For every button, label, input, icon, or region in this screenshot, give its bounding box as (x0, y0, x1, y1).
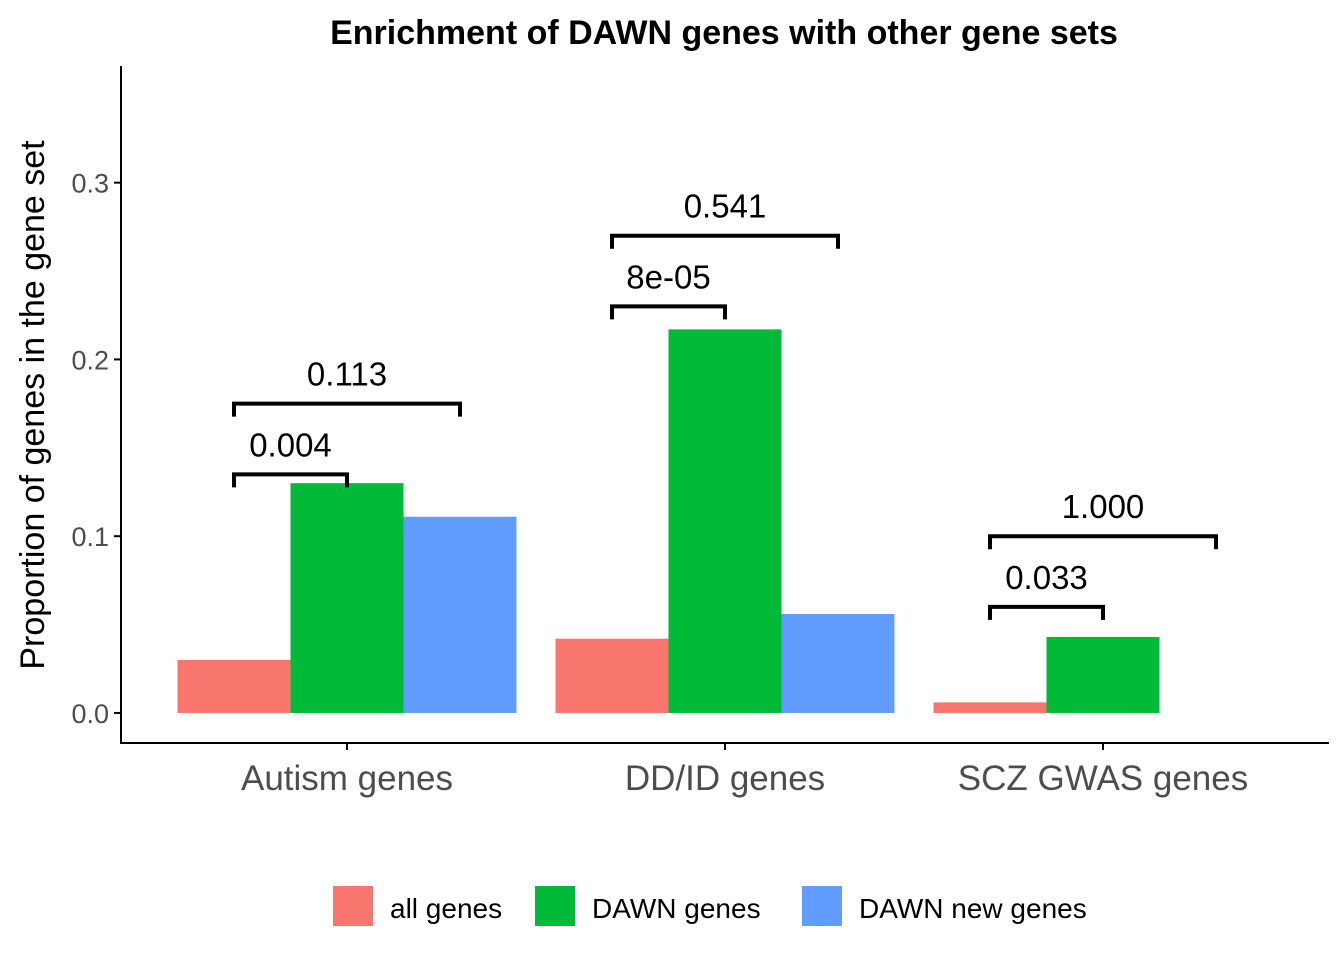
plot-area: 0.004 0.113 8e-05 0.541 0.033 1.000 0.0 0.1 0.2 0… (71, 66, 1329, 798)
bar-dawn-genes-2 (1046, 636, 1160, 713)
y-tick-label-2: 0.2 (71, 345, 109, 375)
y-tick-label-1: 0.1 (71, 522, 109, 552)
significance-bracket-4 (988, 604, 1105, 620)
legend-swatch-dawn-genes (535, 886, 575, 926)
bar-dawn-genes-1 (668, 329, 782, 713)
legend: all genes DAWN genes DAWN new genes (333, 886, 1087, 926)
significance-bracket-2 (610, 304, 727, 320)
x-tick-label-2: SCZ GWAS genes (958, 759, 1248, 798)
p-value-label-1: 0.113 (307, 356, 387, 393)
bar-all-genes-1 (555, 638, 669, 713)
bar-dawn-new-genes-0 (403, 516, 517, 713)
p-value-label-5: 1.000 (1062, 488, 1145, 525)
significance-bracket-0 (232, 472, 349, 488)
y-axis-label: Proportion of genes in the gene set (14, 140, 52, 670)
p-value-label-0: 0.004 (249, 426, 332, 463)
legend-swatch-dawn-new-genes (802, 886, 842, 926)
legend-label-all-genes: all genes (390, 893, 502, 924)
x-tick-label-1: DD/ID genes (625, 759, 825, 798)
p-value-label-3: 0.541 (684, 188, 767, 225)
y-tick-label-3: 0.3 (71, 169, 109, 199)
significance-bracket-5 (988, 534, 1218, 550)
chart-title: Enrichment of DAWN genes with other gene… (330, 14, 1118, 52)
p-value-label-4: 0.033 (1005, 559, 1088, 596)
legend-label-dawn-genes: DAWN genes (592, 893, 761, 924)
bar-all-genes-2 (933, 702, 1047, 713)
x-tick-label-0: Autism genes (241, 759, 453, 798)
legend-swatch-all-genes (333, 886, 373, 926)
p-value-label-2: 8e-05 (626, 258, 710, 295)
bar-all-genes-0 (177, 659, 291, 713)
significance-bracket-1 (232, 401, 462, 417)
bar-dawn-new-genes-1 (781, 613, 895, 713)
significance-bracket-3 (610, 233, 840, 249)
bar-dawn-genes-0 (290, 483, 404, 713)
y-tick-label-0: 0.0 (71, 699, 109, 729)
legend-label-dawn-new-genes: DAWN new genes (859, 893, 1087, 924)
